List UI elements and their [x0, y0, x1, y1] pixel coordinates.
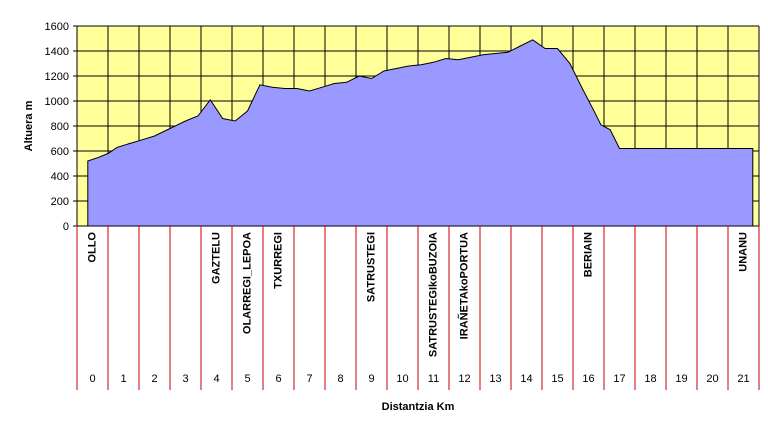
- x-tick-label: 4: [213, 373, 219, 385]
- area-layer: [87, 39, 754, 227]
- x-tick-label: 10: [396, 373, 408, 385]
- x-tick-label: 1: [120, 373, 126, 385]
- x-tick-label: 18: [644, 373, 656, 385]
- y-tick-label: 1000: [45, 96, 69, 108]
- x-tick-label: 19: [675, 373, 687, 385]
- place-label: UNANU: [738, 232, 750, 272]
- x-tick-label: 20: [706, 373, 718, 385]
- place-label: TXURREGI: [273, 232, 285, 289]
- x-tick-label: 17: [613, 373, 625, 385]
- elevation-area: [87, 39, 754, 227]
- y-axis-title: Altuera m: [23, 100, 35, 151]
- y-tick-label: 1200: [45, 71, 69, 83]
- place-label: BERIAIN: [583, 232, 595, 277]
- x-tick-label: 7: [306, 373, 312, 385]
- place-label: GAZTELU: [211, 232, 223, 284]
- x-tick-label: 2: [151, 373, 157, 385]
- y-tick-label: 600: [51, 146, 69, 158]
- x-tick-label: 9: [368, 373, 374, 385]
- x-tick-label: 11: [428, 373, 439, 385]
- place-label: IRAÑETAkoPORTUA: [458, 232, 471, 339]
- x-tick-label: 8: [337, 373, 343, 385]
- y-tick-label: 800: [51, 121, 69, 133]
- x-tick-label: 15: [551, 373, 563, 385]
- x-tick-label: 5: [244, 373, 250, 385]
- y-tick-label: 1400: [45, 46, 69, 58]
- y-tick-label: 400: [51, 171, 69, 183]
- place-label: SATRUSTEGIkoBUZOIA: [428, 232, 440, 357]
- x-tick-label: 3: [182, 373, 188, 385]
- y-axis: 0 200 400 600 800 1000 1200 1400 1600: [45, 21, 759, 233]
- x-tick-label: 16: [582, 373, 594, 385]
- x-tick-label: 13: [489, 373, 501, 385]
- x-tick-label: 6: [275, 373, 281, 385]
- y-tick-label: 0: [63, 221, 69, 233]
- place-label: OLLO: [87, 232, 99, 263]
- place-label: OLARREGI_LEPOA: [242, 232, 254, 334]
- x-tick-label: 12: [458, 373, 470, 385]
- x-axis-title: Distantzia Km: [382, 401, 455, 413]
- x-tick-label: 0: [89, 373, 95, 385]
- y-tick-label: 200: [51, 196, 69, 208]
- y-tick-label: 1600: [45, 21, 69, 33]
- x-tick-label: 21: [737, 373, 749, 385]
- place-label: SATRUSTEGI: [366, 232, 378, 302]
- x-tick-label: 14: [520, 373, 532, 385]
